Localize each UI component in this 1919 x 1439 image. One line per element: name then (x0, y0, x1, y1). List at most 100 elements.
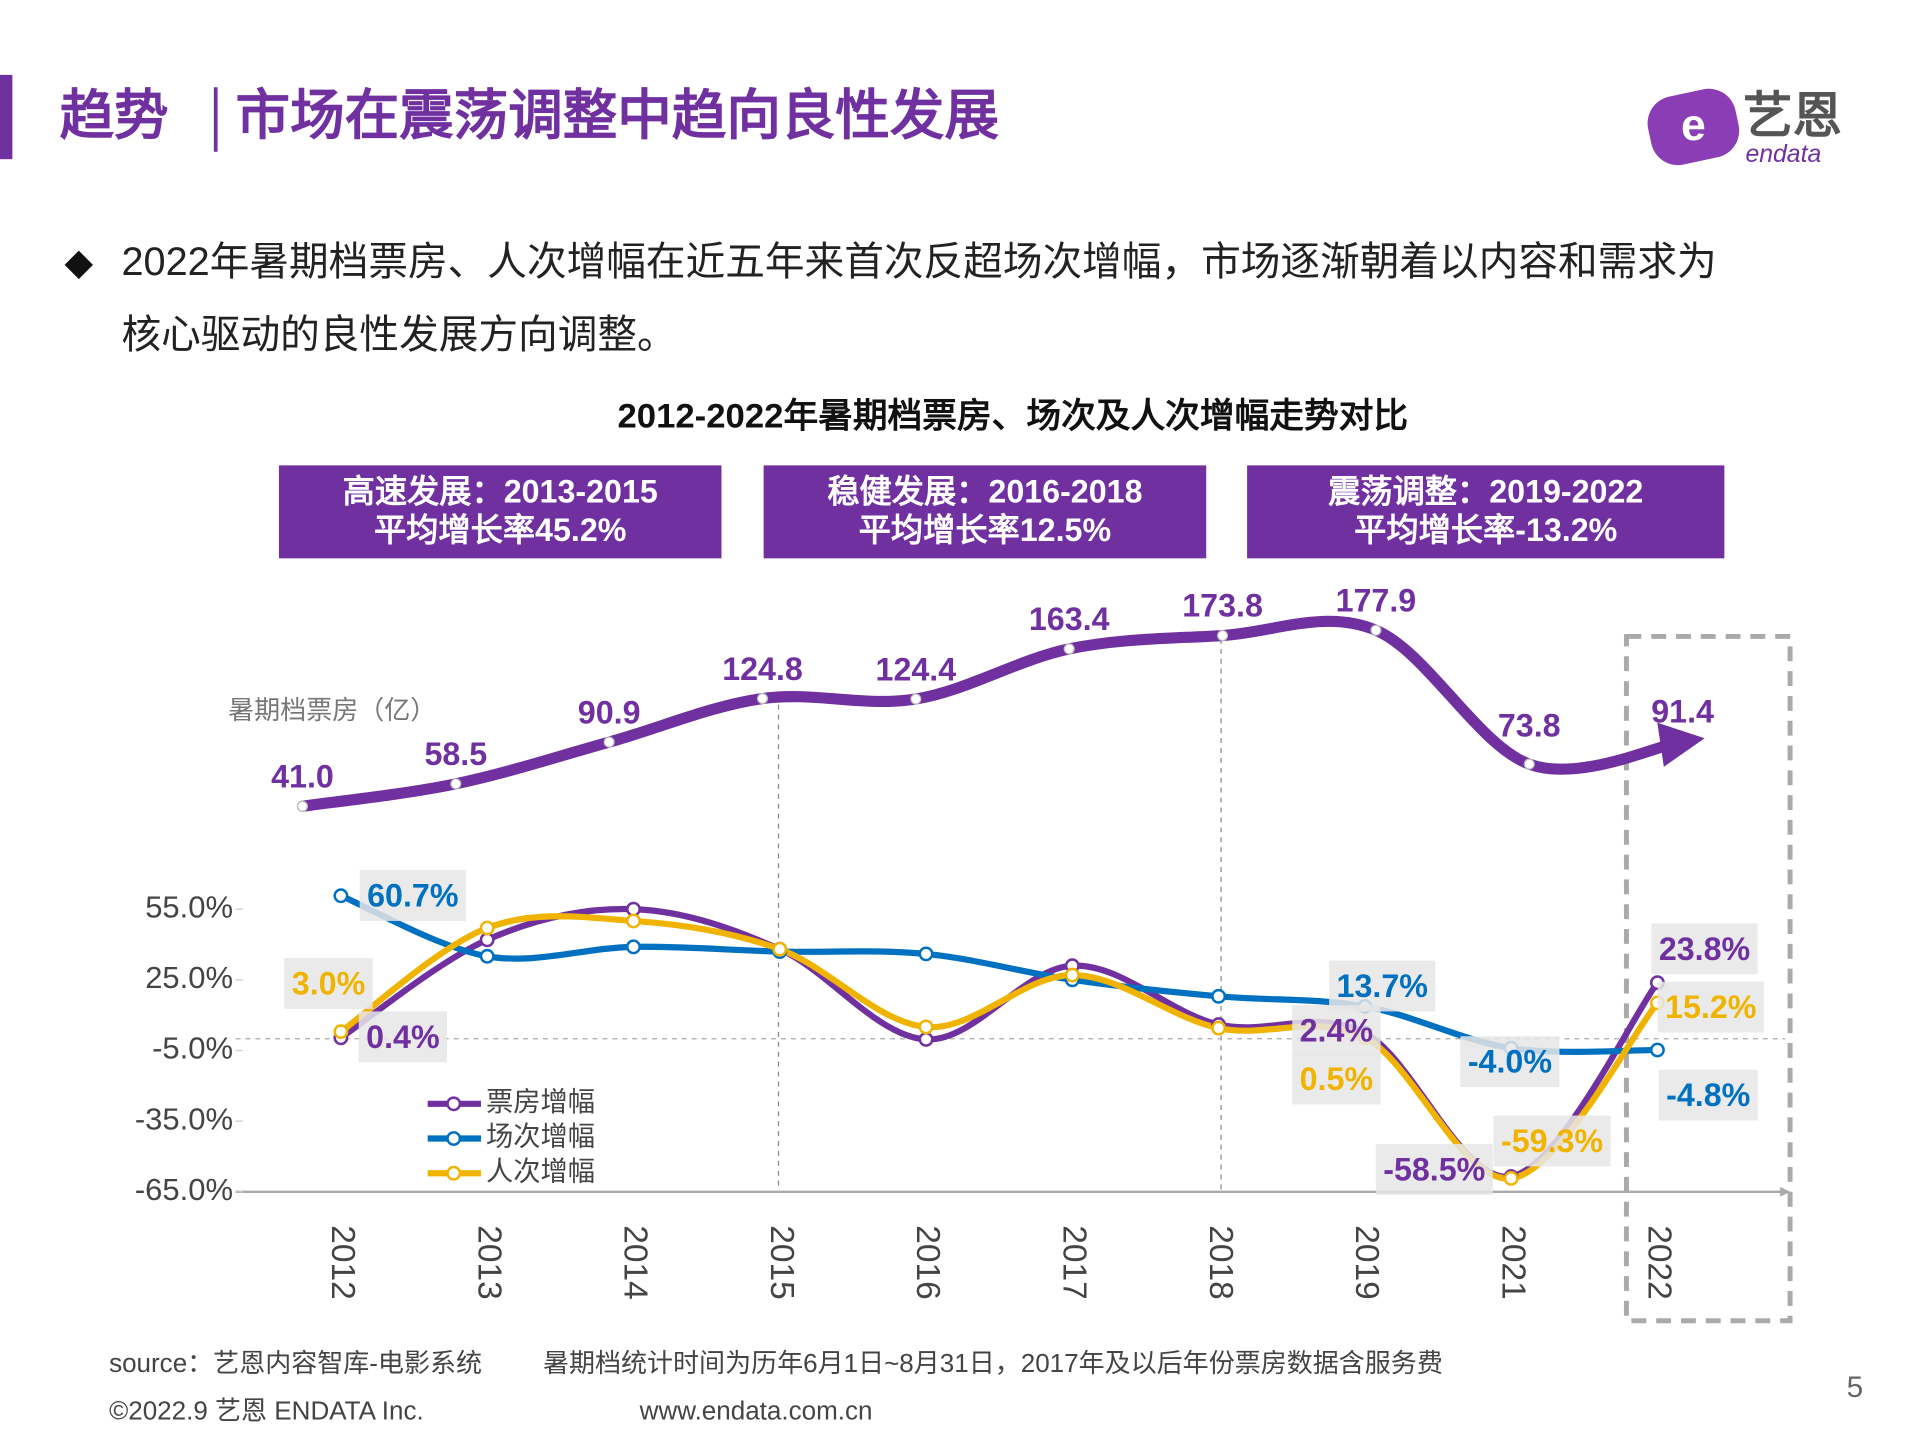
header-tag: 趋势 (60, 85, 169, 146)
x-tick-label: 2014 (617, 1225, 654, 1299)
data-label: -58.5% (1383, 1151, 1485, 1187)
period-title: 稳健发展：2016-2018 (827, 473, 1142, 509)
bullet-text: 2022年暑期档票房、人次增幅在近五年来首次反超场次增幅，市场逐渐朝着以内容和需… (121, 240, 1716, 284)
y-tick-label: 55.0% (145, 889, 233, 924)
data-label-bg (358, 1011, 448, 1063)
header-title: 市场在震荡调整中趋向良性发展 (236, 85, 1000, 146)
period-box (763, 465, 1207, 559)
legend-label: 场次增幅 (486, 1121, 595, 1152)
legend-label: 票房增幅 (486, 1086, 595, 1117)
data-label-group: 3.0% (284, 958, 373, 1009)
period-box (278, 465, 722, 559)
data-label-group: -4.0% (1460, 1036, 1560, 1088)
data-label-group: -4.8% (1658, 1069, 1758, 1121)
growth-point (1211, 1020, 1227, 1036)
data-label-bg (1292, 1053, 1381, 1105)
logo-cn: 艺恩 (1743, 88, 1842, 144)
data-label: -4.8% (1666, 1077, 1750, 1113)
box-office-point (1063, 643, 1075, 655)
growth-point (772, 941, 788, 957)
footer-source: source：艺恩内容智库-电影系统 (109, 1348, 482, 1378)
period-title: 高速发展：2013-2015 (343, 473, 658, 509)
period-title: 震荡调整：2019-2022 (1328, 473, 1643, 509)
x-tick-label: 2022 (1641, 1225, 1678, 1299)
data-label: -4.0% (1468, 1044, 1552, 1080)
x-tick-label: 2018 (1202, 1225, 1239, 1299)
box-office-point (603, 736, 615, 748)
data-label-bg (1292, 1005, 1381, 1057)
x-tick-label: 2012 (324, 1225, 361, 1299)
footer-url: www.endata.com.cn (639, 1395, 873, 1425)
chart-title: 2012-2022年暑期档票房、场次及人次增幅走势对比 (617, 396, 1408, 435)
footer-copyright: ©2022.9 艺恩 ENDATA Inc. (109, 1395, 424, 1425)
data-label: 41.0 (271, 759, 334, 795)
data-label-bg (1657, 981, 1764, 1033)
y2-label: 暑期档票房（亿） (228, 695, 436, 725)
data-label-group: 2.4% (1292, 1005, 1381, 1057)
footer-note: 暑期档统计时间为历年6月1日~8月31日，2017年及以后年份票房数据含服务费 (543, 1348, 1443, 1378)
box-office-point (1523, 758, 1535, 770)
x-tick-label: 2021 (1494, 1225, 1531, 1299)
header-accent (0, 74, 13, 160)
growth-point (1064, 967, 1080, 983)
legend-label: 人次增幅 (486, 1155, 595, 1186)
growth-point (626, 913, 641, 929)
data-label-bg (1375, 1144, 1493, 1195)
legend-marker (446, 1131, 462, 1146)
data-label: 15.2% (1665, 989, 1756, 1025)
period-text: 平均增长率12.5% (859, 512, 1111, 548)
data-label-bg (359, 870, 466, 921)
data-label-bg (1493, 1115, 1611, 1167)
growth-point (918, 1031, 934, 1047)
data-label: 163.4 (1029, 601, 1110, 637)
growth-point (918, 1019, 934, 1035)
data-label: 60.7% (367, 878, 458, 914)
data-label-bg (1651, 923, 1758, 975)
legend-marker (446, 1096, 462, 1112)
data-label-group: 23.8% (1651, 923, 1758, 975)
growth-point (479, 948, 495, 964)
data-label-bg (1460, 1036, 1560, 1088)
data-label: 58.5 (424, 736, 487, 772)
period-box (1247, 465, 1725, 559)
x-tick-label: 2015 (763, 1225, 800, 1299)
box-office-point (1370, 624, 1382, 636)
data-label-group: 13.7% (1329, 960, 1436, 1012)
data-label-group: 0.4% (358, 1011, 448, 1063)
x-tick-label: 2017 (1055, 1225, 1092, 1299)
data-label: 177.9 (1336, 582, 1417, 618)
growth-point (1211, 988, 1227, 1004)
growth-point (626, 939, 641, 955)
y-tick-label: -5.0% (152, 1031, 233, 1066)
x-tick-label: 2016 (909, 1225, 946, 1299)
x-tick-label: 2013 (470, 1225, 507, 1299)
highlight-box (1623, 633, 1793, 1324)
data-label: 124.8 (722, 651, 803, 687)
data-label: 73.8 (1498, 708, 1561, 744)
data-label-bg (284, 958, 373, 1009)
data-label: 2.4% (1300, 1013, 1373, 1049)
box-office-point (756, 692, 769, 705)
period-text: 平均增长率-13.2% (1354, 512, 1617, 548)
data-label: 173.8 (1182, 588, 1263, 624)
page-number: 5 (1847, 1371, 1864, 1404)
data-label-bg (1329, 960, 1436, 1012)
y-tick-label: -35.0% (135, 1101, 233, 1136)
growth-point (1649, 1042, 1665, 1058)
growth-point (479, 920, 495, 936)
legend-marker (446, 1165, 462, 1181)
data-label-group: 0.5% (1292, 1053, 1381, 1105)
data-label: 124.4 (876, 651, 957, 687)
data-label-group: -58.5% (1375, 1144, 1493, 1195)
logo-mark (1647, 88, 1740, 166)
logo-e: e (1681, 101, 1706, 150)
x-tick-label: 2019 (1348, 1225, 1385, 1299)
bullet-text: 核心驱动的良性发展方向调整。 (121, 313, 676, 357)
logo-en: endata (1745, 141, 1821, 168)
bullet-icon: ◆ (64, 240, 93, 282)
y-tick-label: 25.0% (145, 960, 233, 995)
data-label: 90.9 (578, 694, 641, 730)
growth-point (333, 888, 349, 904)
logo: e 艺恩 endata (1647, 88, 1842, 168)
